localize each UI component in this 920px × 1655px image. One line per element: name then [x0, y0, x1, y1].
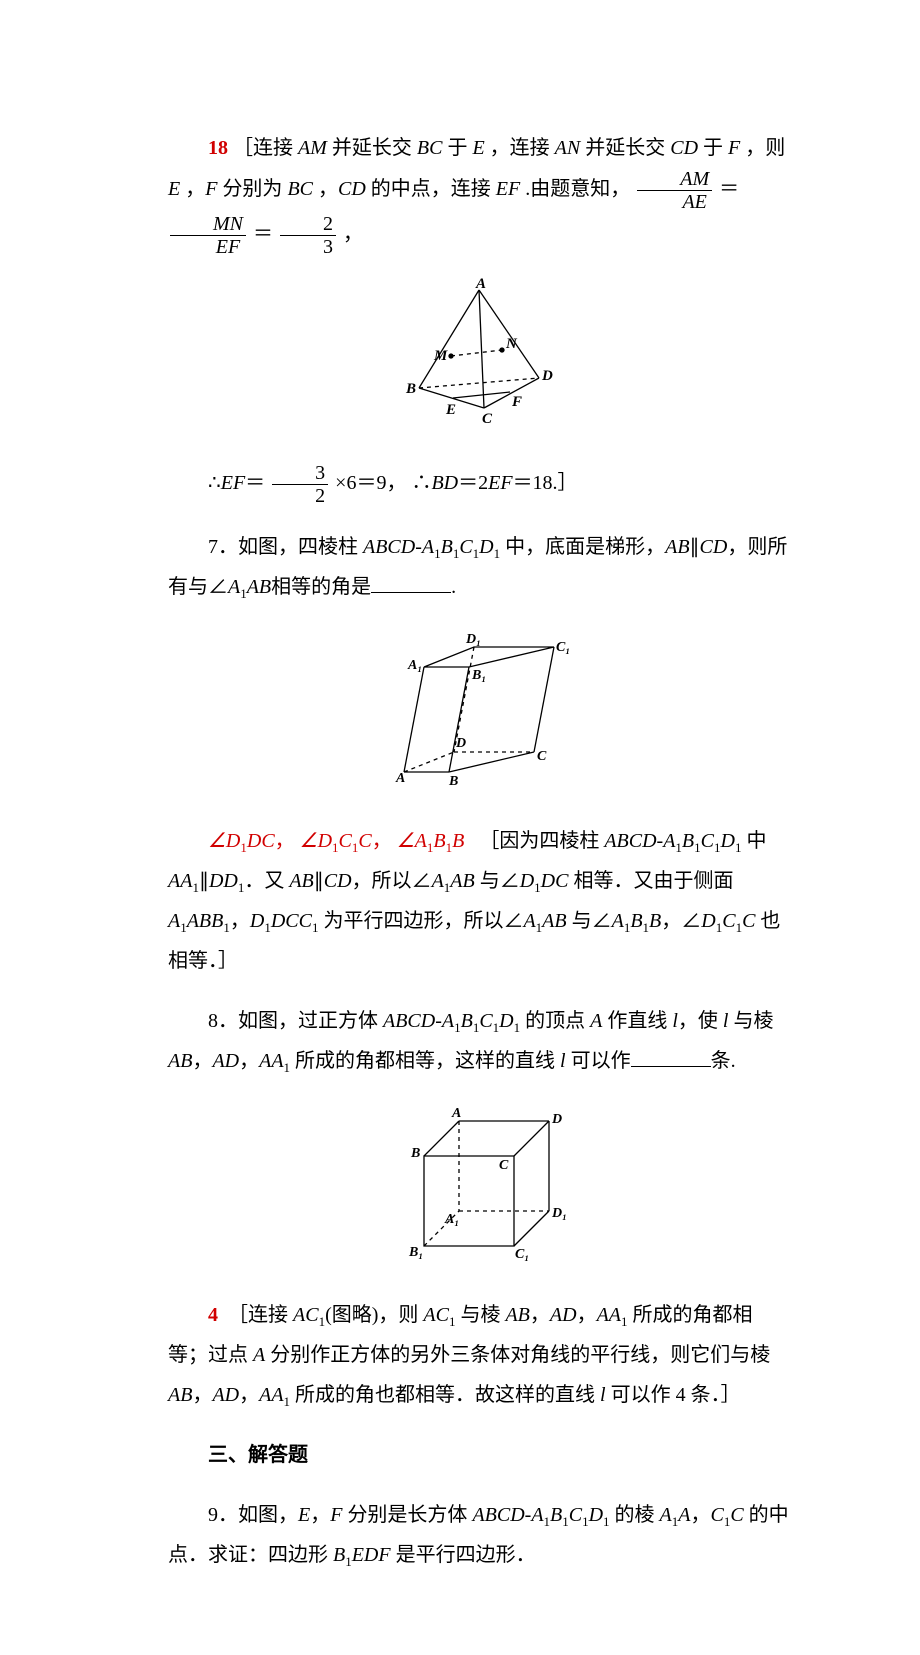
svg-text:M: M — [433, 348, 448, 364]
fraction-3-2: 32 — [272, 462, 328, 507]
svg-text:B₁: B₁ — [408, 1245, 423, 1260]
answer-7: ∠D1DC， ∠D1C1C， ∠A1B1B ［因为四棱柱 ABCD-A1B1C1… — [168, 821, 790, 981]
svg-text:B₁: B₁ — [471, 668, 486, 683]
question-9: 9．如图，E，F 分别是长方体 ABCD-A1B1C1D1 的棱 A1A，C1C… — [168, 1495, 790, 1575]
svg-text:E: E — [445, 402, 456, 418]
blank-q8 — [631, 1046, 711, 1067]
svg-text:B: B — [405, 381, 416, 397]
answer-8: 4 ［连接 AC1(图略)，则 AC1 与棱 AB，AD，AA1 所成的角都相等… — [168, 1295, 790, 1415]
question-7: 7．如图，四棱柱 ABCD-A1B1C1D1 中，底面是梯形，AB∥CD，则所有… — [168, 527, 790, 607]
svg-text:A₁: A₁ — [407, 658, 422, 673]
figure-prism: A B C D A₁ B₁ C₁ D₁ — [168, 627, 790, 801]
answer-18-explanation: 18 ［连接 AM 并延长交 BC 于 E ，连接 AN 并延长交 CD 于 F… — [168, 128, 790, 258]
figure-tetrahedron: A B C D E F M N — [168, 278, 790, 442]
svg-text:D: D — [551, 1112, 562, 1127]
svg-text:C₁: C₁ — [556, 640, 570, 655]
fraction-am-ae: AMAE — [637, 168, 712, 213]
svg-text:C: C — [482, 411, 493, 427]
svg-text:A: A — [395, 771, 405, 786]
question-8: 8．如图，过正方体 ABCD-A1B1C1D1 的顶点 A 作直线 l，使 l … — [168, 1001, 790, 1081]
svg-text:A: A — [451, 1106, 461, 1121]
svg-text:C: C — [537, 749, 547, 764]
svg-text:D₁: D₁ — [551, 1206, 567, 1221]
svg-text:C: C — [499, 1158, 509, 1173]
svg-text:B: B — [448, 774, 458, 787]
svg-text:C₁: C₁ — [515, 1247, 529, 1261]
prism-svg: A B C D A₁ B₁ C₁ D₁ — [374, 627, 584, 787]
svg-text:A₁: A₁ — [444, 1212, 459, 1227]
cube-svg: A B C D A₁ B₁ C₁ D₁ — [379, 1101, 579, 1261]
svg-text:B: B — [410, 1146, 420, 1161]
svg-text:D₁: D₁ — [465, 632, 481, 647]
blank-q7 — [371, 572, 451, 593]
svg-text:D: D — [455, 736, 466, 751]
svg-text:N: N — [505, 336, 518, 352]
fraction-mn-ef: MNEF — [170, 213, 246, 258]
svg-text:D: D — [541, 368, 553, 384]
svg-text:F: F — [511, 394, 522, 410]
fraction-2-3: 23 — [280, 213, 336, 258]
section-3-heading: 三、解答题 — [168, 1435, 790, 1475]
answer-number: 18 — [208, 137, 228, 159]
answer-18-conclusion: ∴EF＝ 32 ×6＝9， ∴BD＝2EF＝18.］ — [168, 462, 790, 507]
svg-text:A: A — [475, 278, 486, 292]
figure-cube: A B C D A₁ B₁ C₁ D₁ — [168, 1101, 790, 1275]
page: 18 ［连接 AM 并延长交 BC 于 E ，连接 AN 并延长交 CD 于 F… — [0, 0, 920, 1655]
tetrahedron-svg: A B C D E F M N — [384, 278, 574, 428]
